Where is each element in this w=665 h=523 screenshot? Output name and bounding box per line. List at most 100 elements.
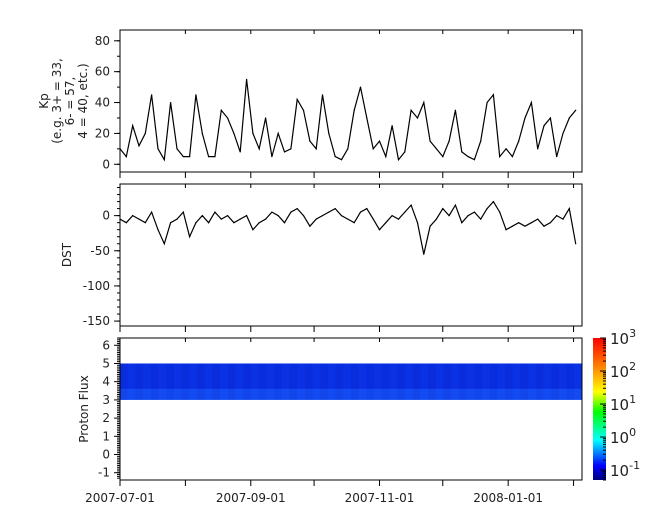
data-point xyxy=(537,148,539,150)
heatmap-cell xyxy=(235,363,244,400)
data-point xyxy=(410,204,412,206)
data-point xyxy=(125,155,127,158)
y-axis-label-line: (e.g. 3+ = 33, xyxy=(50,58,64,144)
heatmap-cell xyxy=(135,363,144,400)
data-point xyxy=(429,140,431,142)
data-point xyxy=(353,222,355,224)
data-point xyxy=(309,225,311,227)
y-tick-label: 60 xyxy=(95,65,110,79)
data-point xyxy=(429,225,431,227)
data-point xyxy=(562,218,564,220)
data-point xyxy=(391,125,393,127)
heatmap-cell xyxy=(474,363,482,400)
heatmap-cell xyxy=(535,363,544,400)
y-tick-label: 6 xyxy=(102,338,110,352)
heatmap-cell xyxy=(143,363,151,400)
heatmap-cell xyxy=(120,363,128,400)
heatmap-cell xyxy=(558,363,567,400)
data-point xyxy=(283,222,286,224)
data-point xyxy=(549,222,551,224)
data-point xyxy=(334,208,336,210)
data-point xyxy=(233,132,235,135)
heatmap-cell xyxy=(389,363,398,400)
x-tick-label: 2007-09-01 xyxy=(216,491,286,505)
data-point xyxy=(302,215,305,217)
data-point xyxy=(245,78,248,80)
data-point xyxy=(492,94,494,96)
y-tick-label: 5 xyxy=(102,356,110,370)
colorbar-scale xyxy=(593,338,606,480)
heatmap-cell xyxy=(512,363,521,400)
data-point xyxy=(359,86,362,88)
x-tick-label: 2007-11-01 xyxy=(345,491,415,505)
colorbar-tick-label: 101 xyxy=(610,393,636,414)
data-point xyxy=(321,94,324,96)
heatmap-cell xyxy=(397,363,405,400)
heatmap-cell xyxy=(381,363,390,400)
data-point xyxy=(309,140,311,142)
data-point xyxy=(264,218,267,220)
x-tick-label: 2008-01-01 xyxy=(473,491,543,505)
data-point xyxy=(208,222,210,224)
heatmap-cell xyxy=(312,363,321,400)
data-point xyxy=(505,229,507,231)
y-tick-label: 0 xyxy=(102,157,110,171)
data-point xyxy=(252,229,254,231)
data-point xyxy=(208,155,210,158)
data-point xyxy=(518,140,520,142)
data-point xyxy=(467,215,469,217)
data-point xyxy=(271,211,273,213)
y-tick-label: -50 xyxy=(90,244,110,258)
heatmap-cell xyxy=(412,363,421,400)
data-point xyxy=(480,218,482,220)
heatmap-cell xyxy=(543,363,552,400)
data-point xyxy=(397,159,400,161)
data-point xyxy=(378,229,381,231)
heatmap-cell xyxy=(204,363,213,400)
data-point xyxy=(530,101,532,104)
dst-panel: 0 -50 -100 -150 DST xyxy=(60,183,583,332)
data-point xyxy=(239,218,241,220)
heatmap-cell xyxy=(304,363,313,400)
heatmap-cell xyxy=(258,363,267,400)
data-point xyxy=(448,140,450,142)
kp-series-line xyxy=(119,79,577,162)
data-point xyxy=(378,140,381,142)
plot-frame xyxy=(119,29,583,173)
data-point xyxy=(423,101,425,104)
data-point xyxy=(328,211,330,213)
data-point xyxy=(315,148,317,150)
data-point xyxy=(416,222,419,224)
data-point xyxy=(575,243,577,245)
data-point xyxy=(524,225,526,227)
data-point xyxy=(347,218,349,220)
data-point xyxy=(562,132,564,135)
data-point xyxy=(575,109,577,111)
data-point xyxy=(486,208,488,210)
data-point xyxy=(473,211,476,213)
y-axis-label: Kp(e.g. 3+ = 33,6- = 57,4 = 40, etc.) xyxy=(37,58,90,144)
data-point xyxy=(385,222,387,224)
tick-exponent: 2 xyxy=(629,360,636,373)
data-point xyxy=(296,208,298,210)
data-point xyxy=(258,222,260,224)
x-axis: 2007-07-01 2007-09-01 2007-11-01 2008-01-01 xyxy=(85,491,543,505)
heatmap-cell xyxy=(404,363,413,400)
y-tick-label: 0 xyxy=(102,448,110,462)
heatmap-cell xyxy=(551,363,559,400)
data-point xyxy=(486,101,488,104)
data-point xyxy=(321,215,324,217)
tick-base: 10 xyxy=(610,462,629,480)
data-point xyxy=(245,215,248,217)
heatmap-cell xyxy=(212,363,221,400)
data-point xyxy=(524,117,526,119)
y-tick-label: 1 xyxy=(102,429,110,443)
data-point xyxy=(505,148,507,150)
y-axis-label: DST xyxy=(60,242,74,267)
data-point xyxy=(340,159,343,161)
heatmap-cell xyxy=(528,363,536,400)
data-point xyxy=(499,211,501,213)
y-tick-label: 4 xyxy=(102,375,110,389)
heatmap-cell xyxy=(358,363,367,400)
heatmap-cell xyxy=(374,363,382,400)
